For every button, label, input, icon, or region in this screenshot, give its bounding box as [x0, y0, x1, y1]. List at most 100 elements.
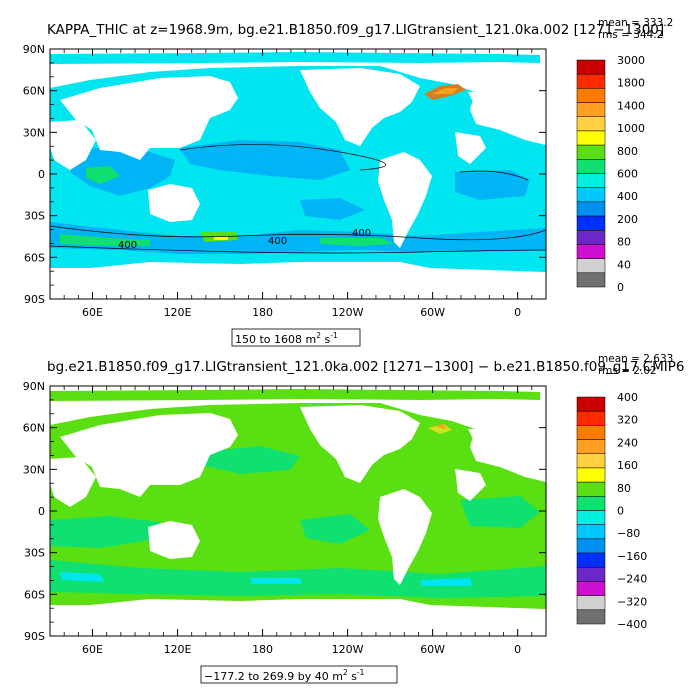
- colorbar-swatch: [576, 102, 606, 117]
- y-tick-label: 90N: [23, 380, 45, 393]
- colorbar-swatch: [576, 453, 606, 469]
- y-tick-label: 90S: [24, 293, 45, 306]
- y-tick-label: 60N: [23, 85, 45, 98]
- colorbar-label: −240: [617, 573, 647, 586]
- y-tick-label: 60N: [23, 422, 45, 435]
- contour-label: 400: [268, 236, 287, 247]
- y-tick-label: 90S: [24, 630, 45, 643]
- colorbar-label: 1400: [617, 99, 645, 112]
- panel-title: KAPPA_THIC at z=1968.9m, bg.e21.B1850.f0…: [47, 22, 664, 38]
- range-label: 150 to 1608 m2 s-1: [235, 331, 338, 346]
- y-tick-label: 30S: [24, 210, 45, 223]
- colorbar-swatch: [576, 130, 606, 146]
- colorbar-label: 80: [617, 482, 631, 495]
- range-box: [200, 665, 398, 684]
- colorbar-swatch: [576, 73, 606, 89]
- x-tick-label: 120E: [164, 643, 192, 656]
- colorbar-label: 1800: [617, 77, 645, 90]
- x-tick-label: 120W: [332, 306, 364, 319]
- y-tick-label: 30N: [23, 463, 45, 476]
- stat-rms: rms = 2.02: [598, 365, 657, 377]
- map-field: [50, 386, 546, 636]
- colorbar-swatch: [576, 88, 606, 103]
- colorbar-swatch: [576, 552, 606, 568]
- y-tick-label: 90N: [23, 43, 45, 56]
- colorbar-swatch: [576, 595, 606, 611]
- colorbar-swatch: [576, 230, 606, 245]
- panel-title: bg.e21.B1850.f09_g17.LIGtransient_121.0k…: [47, 359, 685, 375]
- colorbar-swatch: [576, 439, 606, 454]
- colorbar-swatch: [576, 538, 606, 554]
- colorbar-label: 40: [617, 258, 631, 271]
- colorbar-swatch: [576, 567, 606, 582]
- x-tick-label: 180: [252, 643, 273, 656]
- colorbar-label: 400: [617, 190, 638, 203]
- range-label: −177.2 to 269.9 by 40 m2 s-1: [204, 668, 365, 683]
- x-tick-label: 60W: [420, 306, 445, 319]
- colorbar-swatch: [576, 510, 606, 525]
- contour-label: 400: [118, 240, 137, 251]
- colorbar-label: 160: [617, 459, 638, 472]
- colorbar-swatch: [576, 59, 606, 75]
- colorbar-swatch: [576, 187, 606, 203]
- colorbar-label: −320: [617, 595, 647, 608]
- stat-mean: mean = 2.633: [598, 353, 673, 365]
- colorbar-label: 0: [617, 281, 624, 294]
- colorbar-swatch: [576, 159, 606, 174]
- colorbar-swatch: [576, 524, 606, 540]
- y-tick-label: 60S: [24, 588, 45, 601]
- colorbar-swatch: [576, 201, 606, 217]
- stat-rms: rms = 344.2: [598, 29, 663, 41]
- colorbar-label: 600: [617, 168, 638, 181]
- x-tick-label: 60E: [82, 306, 103, 319]
- x-tick-label: 60E: [82, 643, 103, 656]
- y-tick-label: 30N: [23, 126, 45, 139]
- colorbar-label: 320: [617, 414, 638, 427]
- y-tick-label: 30S: [24, 547, 45, 560]
- x-tick-label: 120W: [332, 643, 364, 656]
- x-tick-label: 60W: [420, 643, 445, 656]
- x-tick-label: 0: [514, 306, 521, 319]
- colorbar-swatch: [576, 425, 606, 440]
- x-axis: 60E 120E 180 120W 60W 0: [63, 386, 547, 656]
- colorbar-swatch: [576, 116, 606, 132]
- y-tick-label: 60S: [24, 251, 45, 264]
- x-tick-label: 120E: [164, 306, 192, 319]
- colorbar-swatch: [576, 481, 606, 497]
- colorbar-swatch: [576, 396, 606, 412]
- colorbar-swatch: [576, 581, 606, 596]
- x-tick-label: 180: [252, 306, 273, 319]
- contour-label: 400: [352, 228, 371, 239]
- colorbar-swatch: [576, 609, 606, 625]
- colorbar-label: −80: [617, 527, 640, 540]
- colorbar-swatch: [576, 144, 606, 160]
- colorbar-label: 80: [617, 236, 631, 249]
- colorbar-swatch: [576, 173, 606, 188]
- colorbar-swatch: [576, 410, 606, 426]
- y-axis: 90N 60N 30N 0 30S 60S 90S: [23, 380, 546, 643]
- range-box: [231, 328, 361, 347]
- colorbar-swatch: [576, 244, 606, 259]
- colorbar-swatch: [576, 496, 606, 511]
- colorbar-label: 3000: [617, 54, 645, 67]
- colorbar-label: −160: [617, 550, 647, 563]
- colorbar: 400 320 240 160 80 0 −80 −160 −240 −320 −400: [576, 391, 647, 631]
- colorbar-swatch: [576, 215, 606, 231]
- panel-difference: bg.e21.B1850.f09_g17.LIGtransient_121.0k…: [23, 353, 685, 684]
- y-tick-label: 0: [38, 168, 45, 181]
- colorbar-label: 800: [617, 145, 638, 158]
- colorbar-label: 0: [617, 505, 624, 518]
- colorbar-label: 400: [617, 391, 638, 404]
- colorbar-label: 200: [617, 213, 638, 226]
- y-tick-label: 0: [38, 505, 45, 518]
- stat-mean: mean = 333.2: [598, 17, 673, 29]
- y-axis: 90N 60N 30N 0 30S 60S 90S: [23, 43, 546, 306]
- colorbar-label: 1000: [617, 122, 645, 135]
- colorbar-swatch: [576, 272, 606, 288]
- x-tick-label: 0: [514, 643, 521, 656]
- colorbar-label: −400: [617, 618, 647, 631]
- panel-kappa-thic: KAPPA_THIC at z=1968.9m, bg.e21.B1850.f0…: [23, 17, 673, 347]
- colorbar-swatch: [576, 258, 606, 274]
